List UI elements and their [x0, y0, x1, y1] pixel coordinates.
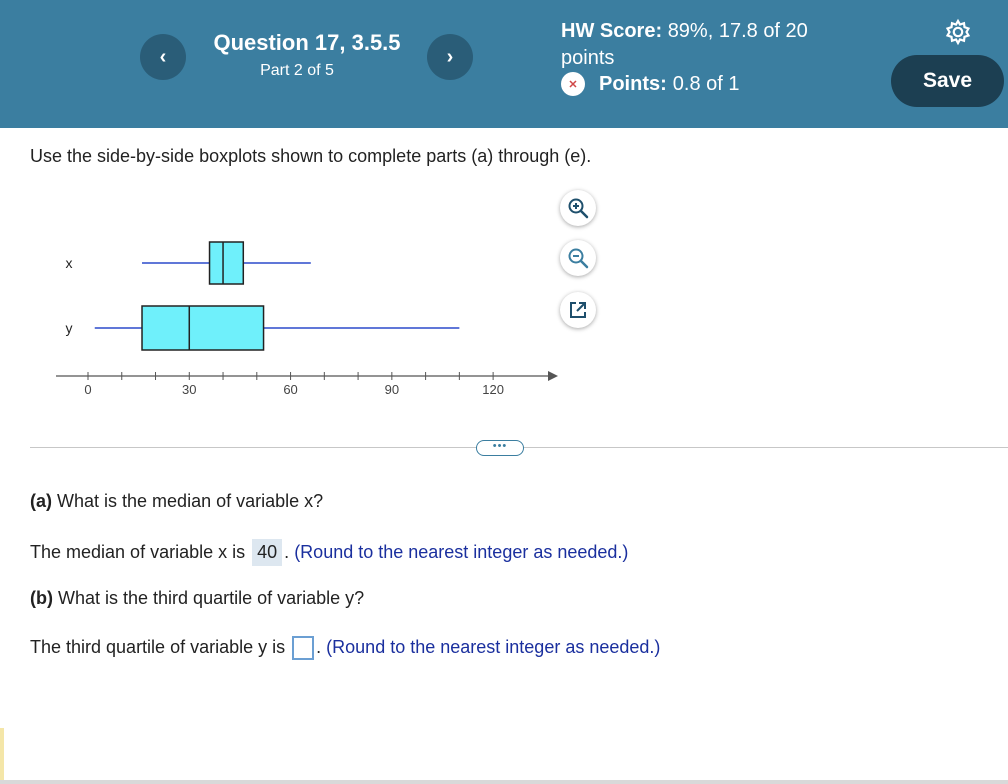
x-tick-label: 0 — [84, 382, 91, 397]
x-tick-label: 90 — [385, 382, 399, 397]
open-external-button[interactable] — [560, 292, 596, 328]
next-question-button[interactable]: › — [427, 34, 473, 80]
zoom-out-button[interactable] — [560, 240, 596, 276]
question-a-label: (a) — [30, 491, 52, 511]
question-b-text: What is the third quartile of variable y… — [58, 588, 365, 608]
answer-b-line: The third quartile of variable y is . (R… — [30, 636, 660, 660]
zoom-in-icon — [568, 198, 589, 219]
answer-b-hint: (Round to the nearest integer as needed.… — [326, 636, 661, 657]
x-axis-arrow — [548, 371, 558, 381]
box-x — [208, 241, 245, 285]
series-label-y: y — [66, 320, 73, 336]
hw-score-value: 89%, 17.8 of 20 points — [561, 20, 808, 69]
box-y — [141, 305, 265, 351]
x-tick-label: 60 — [283, 382, 297, 397]
answer-b-input[interactable] — [292, 636, 315, 660]
x-tick-label: 30 — [182, 382, 196, 397]
question-part: Part 2 of 5 — [260, 62, 334, 79]
previous-question-button[interactable]: ‹ — [140, 34, 186, 80]
zoom-in-button[interactable] — [560, 190, 596, 226]
points: ✕ Points: 0.8 of 1 — [561, 72, 740, 96]
answer-b-prefix: The third quartile of variable y is — [30, 636, 286, 657]
hw-score: HW Score: 89%, 17.8 of 20 points — [561, 18, 861, 72]
left-edge-strip — [0, 728, 4, 784]
question-b-label: (b) — [30, 588, 53, 608]
instruction-text: Use the side-by-side boxplots shown to c… — [30, 146, 592, 166]
answer-a-prefix: The median of variable x is — [30, 542, 246, 562]
hw-score-label: HW Score: — [561, 20, 663, 42]
points-value: 0.8 of 1 — [672, 72, 740, 95]
answer-a-line: The median of variable x is 40. (Round t… — [30, 539, 628, 566]
zoom-out-icon — [568, 248, 589, 269]
answer-b-suffix: . — [316, 636, 322, 657]
settings-gear-icon[interactable] — [944, 18, 972, 46]
more-options-button[interactable]: ••• — [476, 440, 524, 456]
boxplot-chart: x y 0 30 60 90 120 — [56, 241, 558, 397]
answer-a-hint: (Round to the nearest integer as needed.… — [294, 542, 629, 562]
open-external-icon — [570, 302, 586, 318]
partial-credit-icon: ✕ — [561, 72, 585, 96]
bottom-edge-strip — [0, 780, 1008, 784]
save-button[interactable]: Save — [891, 55, 1004, 107]
question-a-text: What is the median of variable x? — [57, 491, 324, 511]
question-b: (b) What is the third quartile of variab… — [30, 588, 364, 609]
answer-a-value[interactable]: 40 — [252, 539, 283, 566]
series-label-x: x — [66, 255, 73, 271]
x-tick-label: 120 — [482, 382, 504, 397]
header-bar: ‹ Question 17, 3.5.5 Part 2 of 5 › HW Sc… — [0, 0, 1008, 128]
answer-a-suffix: . — [284, 542, 290, 562]
question-a: (a) What is the median of variable x? — [30, 491, 323, 512]
points-label: Points: — [599, 72, 667, 95]
question-title: Question 17, 3.5.5 — [213, 30, 401, 55]
